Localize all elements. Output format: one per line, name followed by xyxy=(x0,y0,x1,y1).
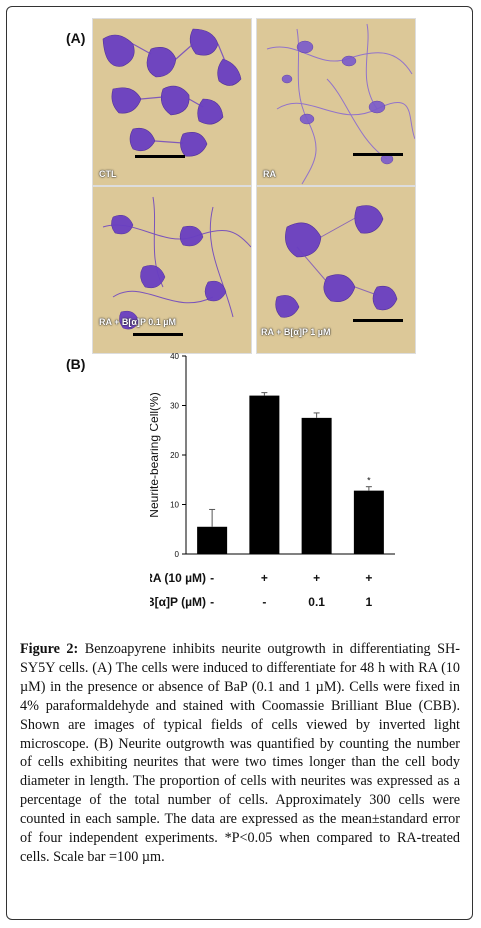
y-tick-label: 40 xyxy=(170,352,179,361)
condition-value: + xyxy=(313,571,320,585)
condition-row-label: RA (10 µM) xyxy=(150,571,206,585)
caption-text: Benzoapyrene inhibits neurite outgrowth … xyxy=(20,641,461,865)
significance-marker: * xyxy=(367,476,371,486)
condition-value: + xyxy=(365,571,372,585)
figure-frame xyxy=(6,6,473,920)
micrograph-ra: RA xyxy=(256,18,416,186)
micrograph-label: RA + B[α]P 0.1 µM xyxy=(99,317,176,327)
micrograph-label: RA xyxy=(263,169,276,179)
condition-value: - xyxy=(210,595,214,609)
bar-chart-svg: 0 10 20 30 40 Neurite-bearing Cell(%) * RA (10 … xyxy=(144,352,395,609)
figure-caption: Figure 2: Benzoapyrene inhibits neurite … xyxy=(20,640,460,867)
bar xyxy=(249,395,280,554)
micrograph-ra-bap-low: RA + B[α]P 0.1 µM xyxy=(92,186,252,354)
bar xyxy=(301,417,332,554)
y-tick-label: 10 xyxy=(170,501,179,510)
bar-chart: 0 10 20 30 40 Neurite-bearing Cell(%) * RA (10 … xyxy=(144,352,400,622)
panel-a-label: (A) xyxy=(66,30,86,46)
y-axis-label: Neurite-bearing Cell(%) xyxy=(150,392,161,517)
condition-value: - xyxy=(262,595,266,609)
condition-value: - xyxy=(210,571,214,585)
y-tick-label: 20 xyxy=(170,451,179,460)
caption-prefix: Figure 2: xyxy=(20,641,79,657)
micrograph-ctl: CTL xyxy=(92,18,252,186)
micrograph-ra-bap-high: RA + B[α]P 1 µM xyxy=(256,186,416,354)
micrograph-ra-bap-high-image xyxy=(257,187,415,353)
micrograph-label: CTL xyxy=(99,169,117,179)
panel-b-label: (B) xyxy=(66,356,86,372)
y-tick-label: 30 xyxy=(170,402,179,411)
scale-bar xyxy=(133,333,183,336)
condition-value: 1 xyxy=(366,595,373,609)
bar xyxy=(353,490,384,554)
scale-bar xyxy=(135,155,185,158)
micrograph-ra-image xyxy=(257,19,415,185)
condition-value: + xyxy=(261,571,268,585)
condition-value: 0.1 xyxy=(308,595,325,609)
micrograph-label: RA + B[α]P 1 µM xyxy=(261,327,331,337)
condition-row-label: B[α]P (µM) xyxy=(150,595,206,609)
scale-bar xyxy=(353,153,403,156)
micrograph-ra-bap-low-image xyxy=(93,187,251,353)
scale-bar xyxy=(353,319,403,322)
bar xyxy=(197,526,228,554)
y-tick-label: 0 xyxy=(175,550,180,559)
micrograph-ctl-image xyxy=(93,19,251,185)
